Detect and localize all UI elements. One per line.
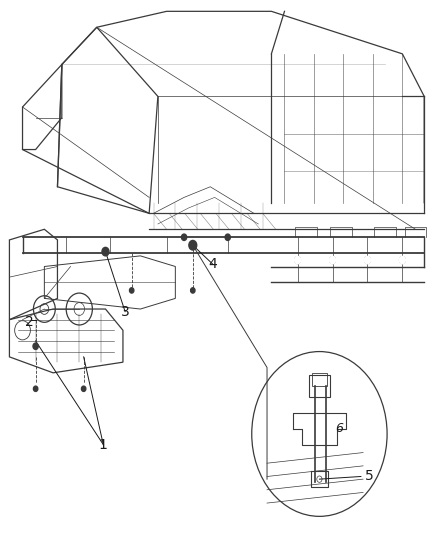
Circle shape: [364, 256, 371, 264]
Circle shape: [33, 343, 38, 350]
Circle shape: [191, 288, 195, 293]
Circle shape: [130, 288, 134, 293]
Text: 6: 6: [335, 422, 343, 435]
Text: 1: 1: [99, 438, 108, 451]
Circle shape: [102, 247, 109, 256]
Circle shape: [329, 256, 336, 264]
Circle shape: [225, 234, 230, 240]
Text: 4: 4: [208, 257, 217, 271]
Text: 5: 5: [365, 470, 374, 483]
Bar: [311, 373, 327, 386]
Circle shape: [81, 386, 86, 391]
Circle shape: [294, 256, 300, 264]
Circle shape: [181, 234, 187, 240]
Circle shape: [33, 386, 38, 391]
Text: 3: 3: [121, 305, 130, 319]
Bar: [308, 375, 330, 397]
Circle shape: [399, 256, 406, 264]
Circle shape: [189, 240, 197, 250]
Text: 2: 2: [25, 316, 33, 329]
